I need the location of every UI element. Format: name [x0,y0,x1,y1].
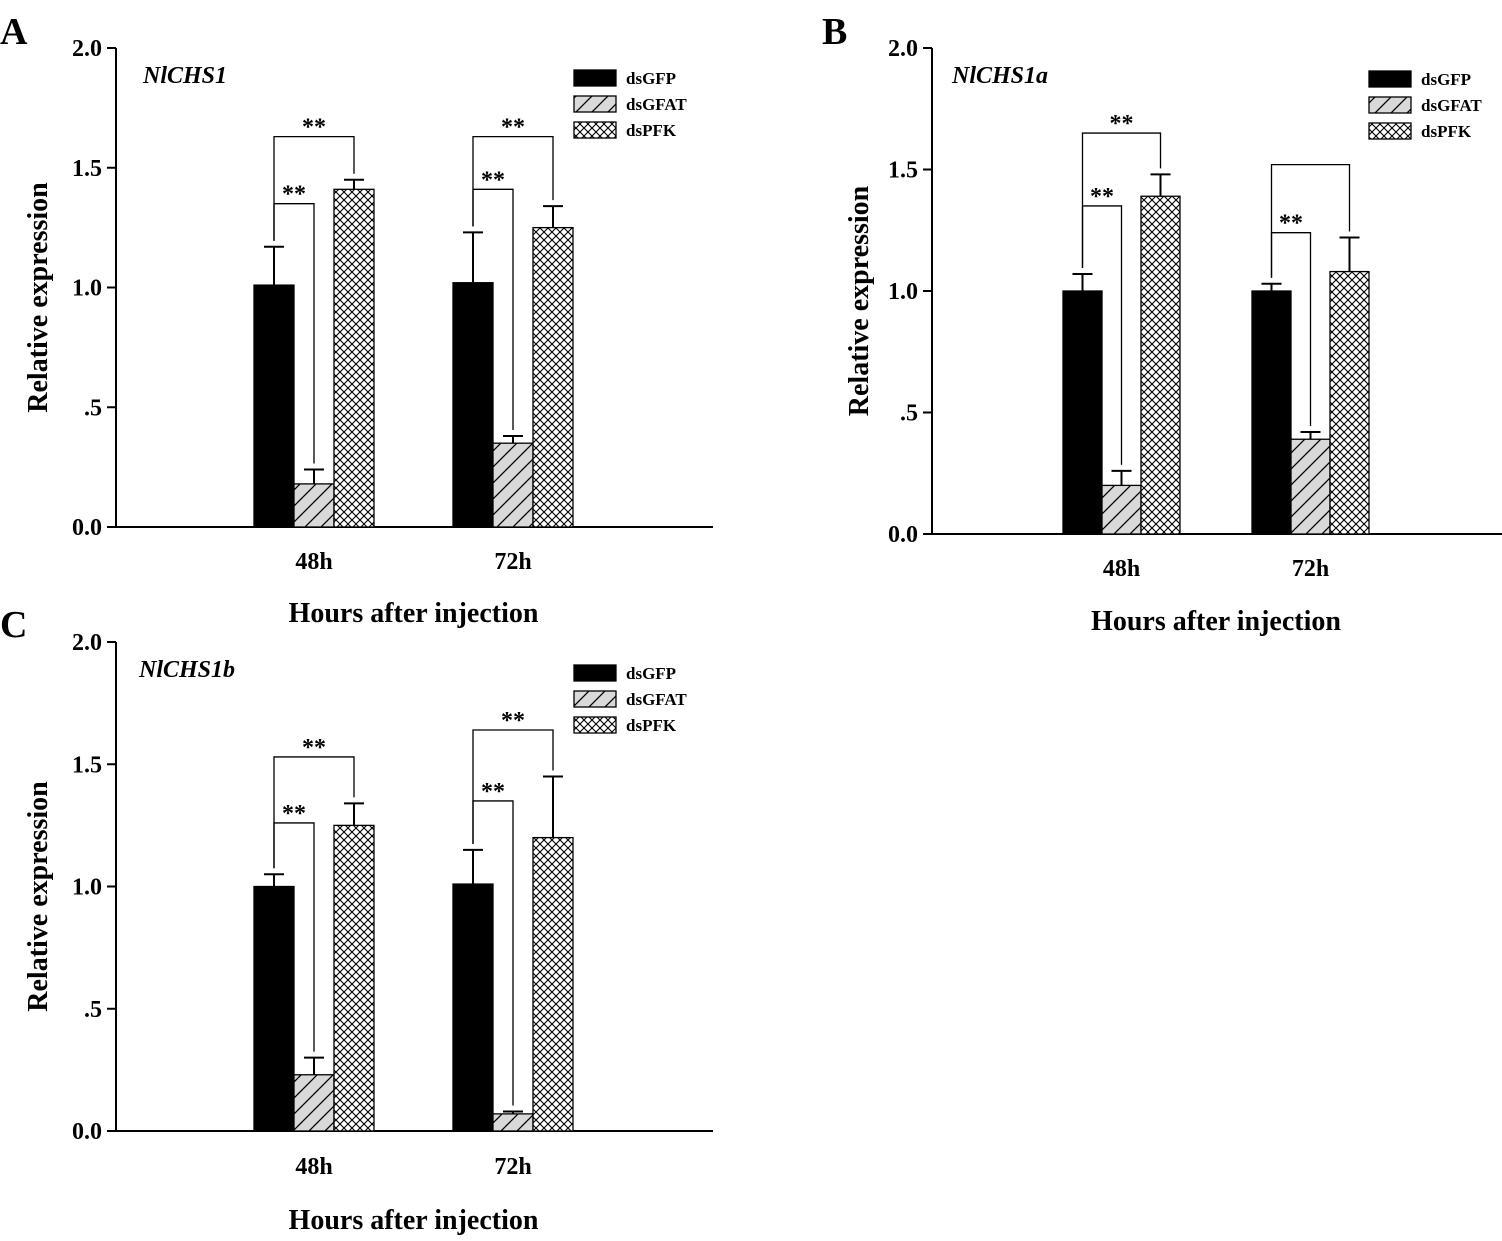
y-tick-label: 1.0 [888,279,918,305]
bar-dsgfp-48h [253,885,295,1132]
y-tick-label: .5 [84,997,102,1023]
panel-letter: C [0,604,27,646]
legend-swatch-dsgfp [573,664,617,682]
x-axis-label: Hours after injection [289,598,539,629]
significance-label: ** [282,182,306,208]
y-tick-label: 1.5 [72,752,102,778]
significance-label: ** [1090,184,1114,210]
category-label: 72h [494,549,531,575]
y-tick-label: 0.0 [888,522,918,548]
y-axis-label: Relative expression [844,185,875,416]
bar-dspfk-48h [333,824,375,1132]
legend-swatch-dsgfat [1368,96,1412,114]
y-tick-label: 1.5 [72,156,102,182]
bar-dsgfp-48h [1062,290,1103,535]
legend-swatch-dspfk [573,121,617,139]
significance-bracket [273,756,355,869]
bar-dsgfat-48h [293,1074,335,1132]
x-axis-label: Hours after injection [289,1205,539,1236]
bar-dspfk-48h [333,188,375,528]
chart-panel-c: C 0.0 .5 1.0 1.5 2.0 Relative expression Hours … [0,604,713,1236]
x-axis-label: Hours after injection [1091,606,1341,637]
category-label: 72h [1292,556,1329,582]
significance-label: ** [1279,211,1303,237]
significance-label: ** [1110,111,1134,137]
y-tick-label: .5 [900,401,918,427]
significance-label: ** [302,735,326,761]
bar-dspfk-72h [532,836,574,1132]
significance-label: ** [501,115,525,141]
y-tick-label: 2.0 [72,36,102,62]
y-axis-label: Relative expression [23,781,54,1012]
legend-label: dsPFK [1421,122,1472,141]
significance-bracket [1081,132,1162,268]
bar-dsgfat-72h [492,1113,534,1132]
category-label: 72h [494,1154,531,1180]
legend-swatch-dsgfp [573,69,617,87]
bar-dsgfat-72h [492,442,534,528]
legend-label: dsGFAT [626,95,687,114]
legend-swatch-dsgfat [573,690,617,708]
panel-letter: A [0,11,28,53]
significance-label: ** [302,115,326,141]
chart-panel-a: A 0.0 .5 1.0 1.5 2.0 Relative expression Hours … [0,11,713,629]
bar-dsgfat-72h [1290,438,1331,535]
gene-name: NlCHS1a [951,63,1048,89]
y-tick-label: 2.0 [888,36,918,62]
bar-dspfk-72h [1329,270,1370,535]
y-axis-label: Relative expression [23,182,54,413]
significance-label: ** [481,779,505,805]
y-tick-label: .5 [84,395,102,421]
bar-dspfk-48h [1140,195,1181,535]
legend-swatch-dspfk [573,716,617,734]
gene-name: NlCHS1 [142,63,227,89]
category-label: 48h [1103,556,1140,582]
bar-dsgfp-48h [253,284,295,528]
bar-dsgfp-72h [452,282,494,528]
gene-name: NlCHS1b [138,657,235,683]
legend-label: dsGFP [626,69,676,88]
category-label: 48h [295,549,332,575]
legend-label: dsPFK [626,121,677,140]
significance-label: ** [481,167,505,193]
bar-dsgfp-72h [1251,290,1292,535]
bar-dsgfat-48h [293,483,335,528]
category-label: 48h [295,1154,332,1180]
significance-bracket [472,729,554,844]
legend-label: dsGFP [626,664,676,683]
y-tick-label: 1.0 [72,276,102,302]
legend-label: dsPFK [626,716,677,735]
y-tick-label: 1.0 [72,875,102,901]
legend-swatch-dsgfat [573,95,617,113]
significance-bracket [472,135,554,227]
y-tick-label: 0.0 [72,515,102,541]
legend-swatch-dspfk [1368,122,1412,140]
bar-dsgfp-72h [452,883,494,1132]
y-tick-label: 0.0 [72,1119,102,1145]
significance-bracket [273,135,355,241]
legend-label: dsGFAT [626,690,687,709]
panel-letter: B [822,11,847,53]
y-tick-label: 2.0 [72,630,102,656]
significance-label: ** [501,708,525,734]
legend-label: dsGFAT [1421,96,1482,115]
bar-dsgfat-48h [1101,484,1142,535]
significance-bracket [1270,163,1351,278]
bar-dspfk-72h [532,226,574,528]
significance-label: ** [282,801,306,827]
y-tick-label: 1.5 [888,158,918,184]
legend-label: dsGFP [1421,70,1471,89]
chart-panel-b: B 0.0 .5 1.0 1.5 2.0 Relative expression Hours … [822,11,1502,637]
legend-swatch-dsgfp [1368,70,1412,88]
